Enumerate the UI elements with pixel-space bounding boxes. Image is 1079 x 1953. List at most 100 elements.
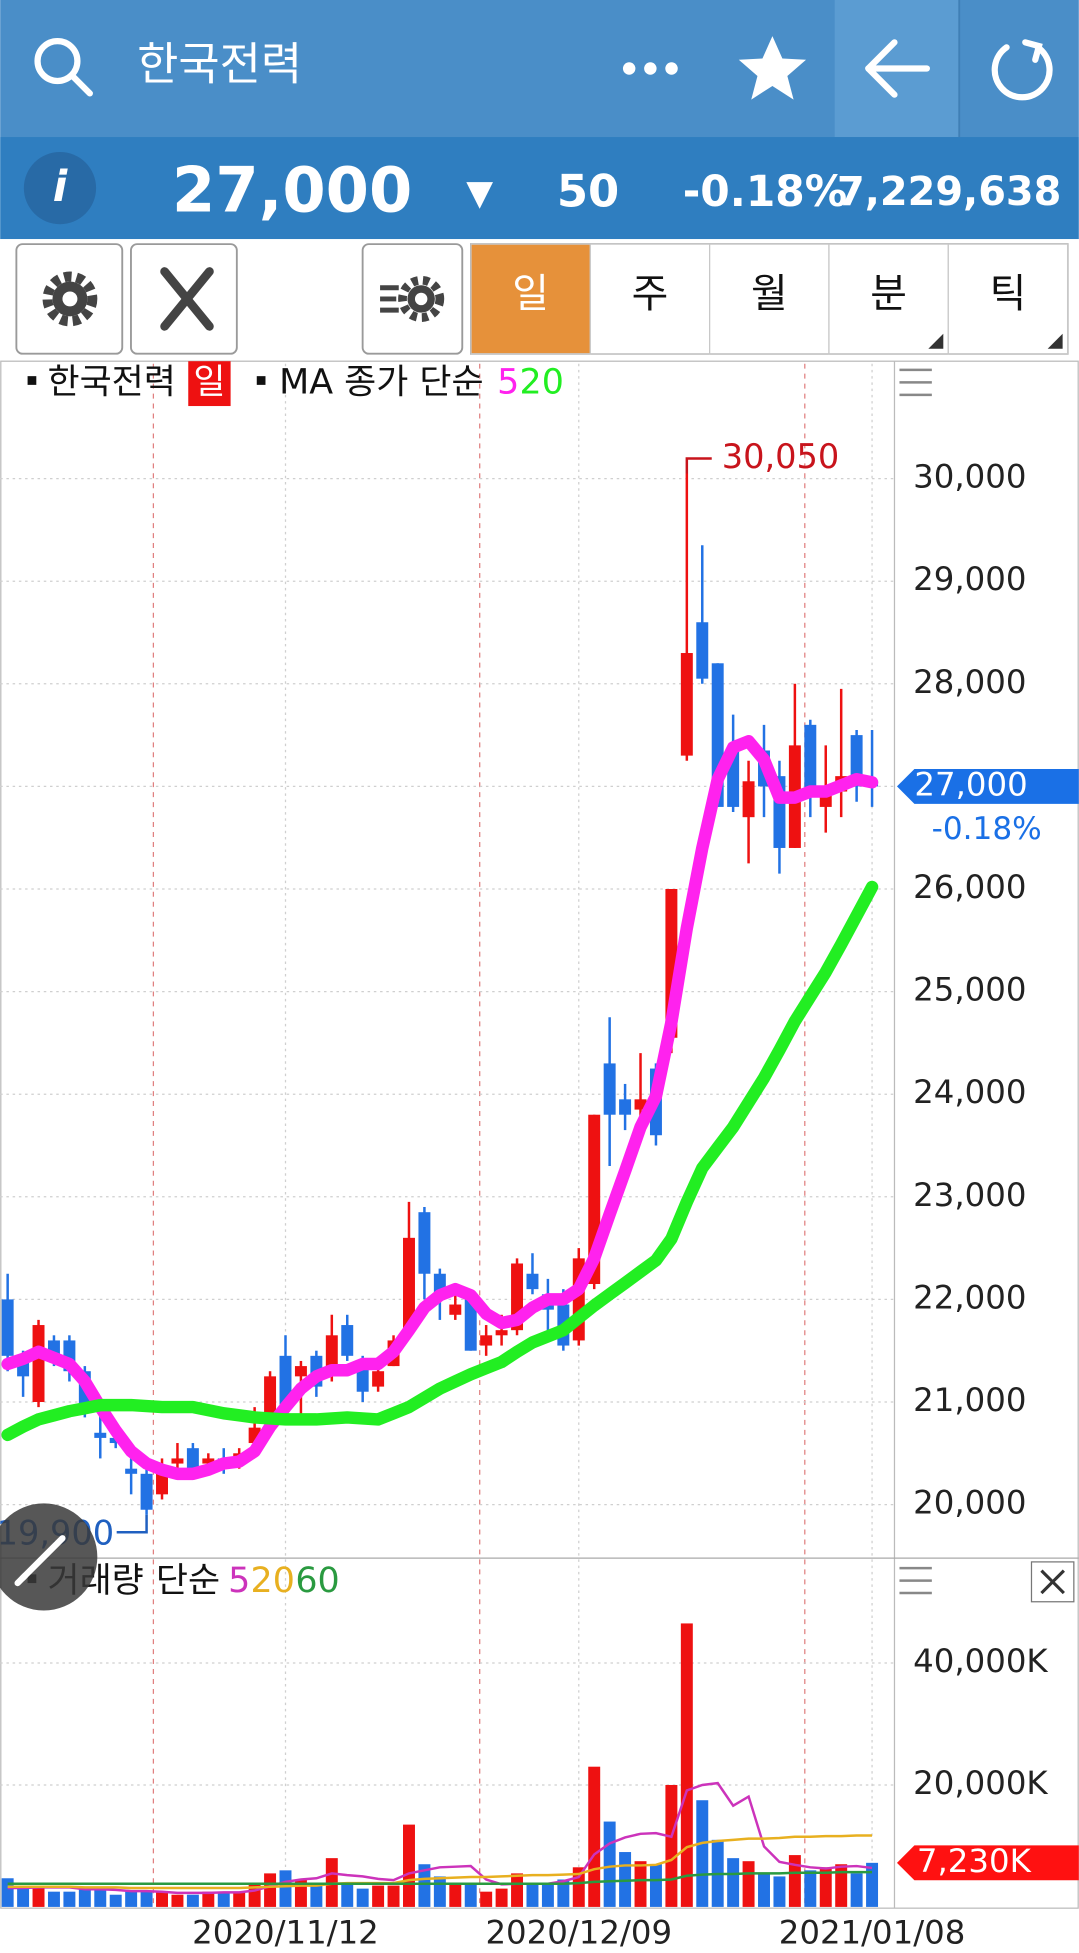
back-icon[interactable] [865, 39, 930, 98]
candle-body [125, 1468, 138, 1474]
tab-label: 일 [512, 271, 549, 317]
y-tick-label: 24,000 [913, 1073, 1026, 1111]
tab-label: 월 [751, 271, 788, 317]
candle-body [433, 1273, 446, 1300]
indicator-icon [380, 275, 445, 322]
volume-bar [356, 1888, 369, 1907]
volume-bar [480, 1891, 493, 1907]
y-tick-label: 26,000 [913, 868, 1026, 906]
volume-bar [557, 1879, 570, 1907]
candle-body [47, 1340, 60, 1356]
candle-body [186, 1448, 199, 1474]
volume-bar [403, 1824, 415, 1907]
ma-label: MA 종가 단순 [279, 363, 483, 403]
refresh-icon[interactable] [991, 39, 1053, 101]
volume-bar [1, 1878, 14, 1907]
high-marker [685, 457, 712, 474]
candle-body [63, 1340, 76, 1372]
candle-body [171, 1458, 184, 1464]
volume-bar [47, 1891, 60, 1907]
candle-body [32, 1325, 45, 1402]
change-percent: -0.18% [683, 167, 847, 216]
period-badge [188, 361, 231, 407]
candle-body [850, 735, 863, 787]
volume-bar [634, 1861, 647, 1907]
volume-bar [541, 1882, 554, 1907]
volume-bar [217, 1891, 230, 1907]
volume-bar [17, 1888, 30, 1907]
candle-body [248, 1427, 261, 1444]
high-label: 30,050 [722, 437, 840, 476]
candle-body [511, 1263, 524, 1331]
volume-bar [850, 1873, 863, 1907]
last-volume-tag [896, 1845, 1079, 1881]
y-tick-label: 30,000 [913, 458, 1026, 496]
volume-bar [63, 1891, 76, 1907]
quote-bar [0, 137, 1079, 240]
volume-bar [495, 1888, 508, 1907]
info-button[interactable] [23, 151, 97, 225]
tab[interactable] [709, 243, 830, 355]
y-tick-label: 20,000 [913, 1484, 1026, 1522]
search-icon[interactable] [34, 37, 93, 97]
legend-entry: 60 [295, 1561, 339, 1601]
volume-bar [294, 1879, 307, 1907]
volume-bar [372, 1885, 385, 1907]
candle-body [140, 1473, 153, 1510]
volume-bar [464, 1882, 477, 1907]
volume-bar [649, 1864, 662, 1907]
volume-bar [186, 1894, 199, 1907]
volume-bar [588, 1766, 601, 1907]
volume-bar [603, 1821, 616, 1907]
moving-average [1, 880, 879, 1442]
favorite-icon[interactable] [738, 36, 807, 100]
candle-body [1, 1299, 14, 1356]
hamburger-icon[interactable] [899, 368, 932, 397]
candle-body [356, 1366, 369, 1392]
volume-bar [140, 1891, 153, 1907]
volume-bar [665, 1784, 678, 1907]
tab[interactable] [947, 243, 1069, 355]
candle-body [403, 1237, 415, 1331]
volume-bar [866, 1862, 879, 1907]
tools-icon [160, 267, 214, 331]
legend-entry: 5 [228, 1561, 250, 1601]
volume-bar [264, 1873, 277, 1907]
candle-body [588, 1114, 601, 1285]
tab[interactable] [470, 243, 591, 355]
tab[interactable] [828, 243, 949, 355]
volume-bar [387, 1885, 400, 1907]
y-tick-label: 23,000 [913, 1176, 1026, 1214]
volume-bar [279, 1870, 292, 1907]
price-change: 50 [557, 164, 619, 217]
y-tick-label: 22,000 [913, 1278, 1026, 1316]
y-tick-label: 40,000K [913, 1642, 1048, 1680]
y-tick-label: 29,000 [913, 560, 1026, 598]
pencil-icon [14, 1535, 66, 1587]
x-tick-label: 2020/11/12 [192, 1913, 379, 1951]
more-icon[interactable] [622, 62, 678, 75]
legend-entry: 20 [251, 1561, 295, 1601]
candle-body [202, 1458, 215, 1464]
chart-frame [0, 360, 1079, 1909]
volume-bar [418, 1864, 431, 1907]
volume-bar [248, 1882, 261, 1907]
current-price: 27,000 [172, 153, 412, 226]
edit-button[interactable] [0, 1503, 98, 1611]
candle-body [727, 750, 740, 807]
tab-label: 주 [632, 271, 669, 317]
volume-bar [449, 1882, 462, 1907]
hamburger-icon[interactable] [899, 1566, 932, 1595]
volume-bar [758, 1873, 770, 1907]
candle-body [156, 1468, 168, 1495]
x-tick-label: 2021/01/08 [779, 1913, 966, 1951]
info-icon: i [53, 162, 68, 211]
candle-body [418, 1212, 431, 1274]
volume-bar [109, 1894, 122, 1907]
period-label: 일 [193, 363, 225, 403]
volume-bar [125, 1891, 138, 1907]
candle-body [680, 653, 693, 756]
